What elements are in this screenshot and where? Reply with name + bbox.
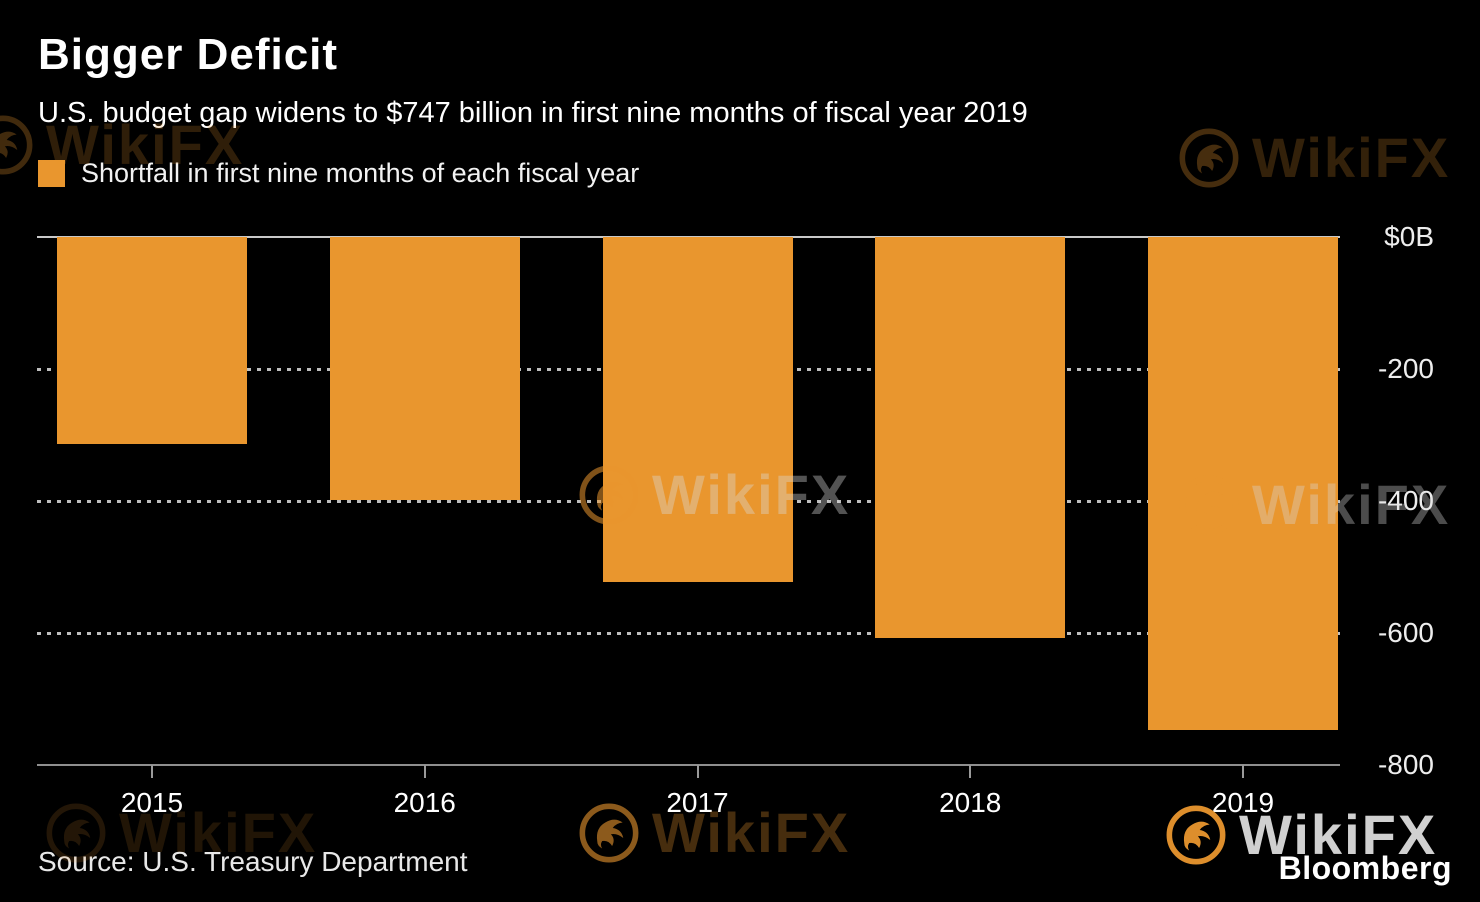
x-axis-tick bbox=[969, 765, 972, 778]
legend-swatch bbox=[38, 160, 65, 187]
legend-label: Shortfall in first nine months of each f… bbox=[81, 158, 640, 188]
legend: Shortfall in first nine months of each f… bbox=[38, 158, 639, 189]
x-axis-label: 2016 bbox=[393, 787, 456, 818]
gridline bbox=[37, 764, 1340, 766]
y-axis-label: -400 bbox=[1377, 485, 1434, 516]
x-axis-tick bbox=[423, 765, 426, 778]
wikifx-logo-icon bbox=[0, 114, 34, 176]
y-axis-label: -800 bbox=[1377, 749, 1434, 780]
x-axis-tick bbox=[1242, 765, 1244, 778]
wikifx-logo-icon bbox=[1178, 127, 1240, 189]
source-text: Source: U.S. Treasury Department bbox=[38, 846, 468, 877]
wikifx-watermark: WikiFX bbox=[1178, 125, 1450, 190]
chart-subtitle: U.S. budget gap widens to $747 billion i… bbox=[38, 97, 1028, 129]
wikifx-watermark-text: WikiFX bbox=[1252, 126, 1451, 189]
y-axis-label: -200 bbox=[1377, 353, 1434, 384]
chart-title: Bigger Deficit bbox=[38, 30, 339, 79]
x-axis-tick bbox=[696, 765, 699, 778]
y-axis-label: -600 bbox=[1377, 617, 1434, 648]
x-axis-tick bbox=[151, 765, 153, 778]
gridline bbox=[37, 632, 1340, 635]
bloomberg-logo: Bloomberg bbox=[1278, 850, 1452, 886]
bar-2018 bbox=[875, 237, 1066, 638]
x-axis-label: 2017 bbox=[666, 787, 729, 818]
bar-2015 bbox=[57, 237, 247, 444]
bar-2016 bbox=[329, 237, 520, 501]
x-axis-label: 2015 bbox=[120, 787, 184, 818]
bar-2019 bbox=[1148, 237, 1338, 731]
x-axis-label: 2019 bbox=[1211, 787, 1275, 818]
bar-2017 bbox=[602, 237, 793, 583]
plot-area: $0B -200 -400 -600 -800 2015 2016 2017 2018 2019 bbox=[37, 221, 1434, 818]
x-axis-label: 2018 bbox=[939, 787, 1002, 818]
y-axis-label: $0B bbox=[1384, 221, 1434, 252]
